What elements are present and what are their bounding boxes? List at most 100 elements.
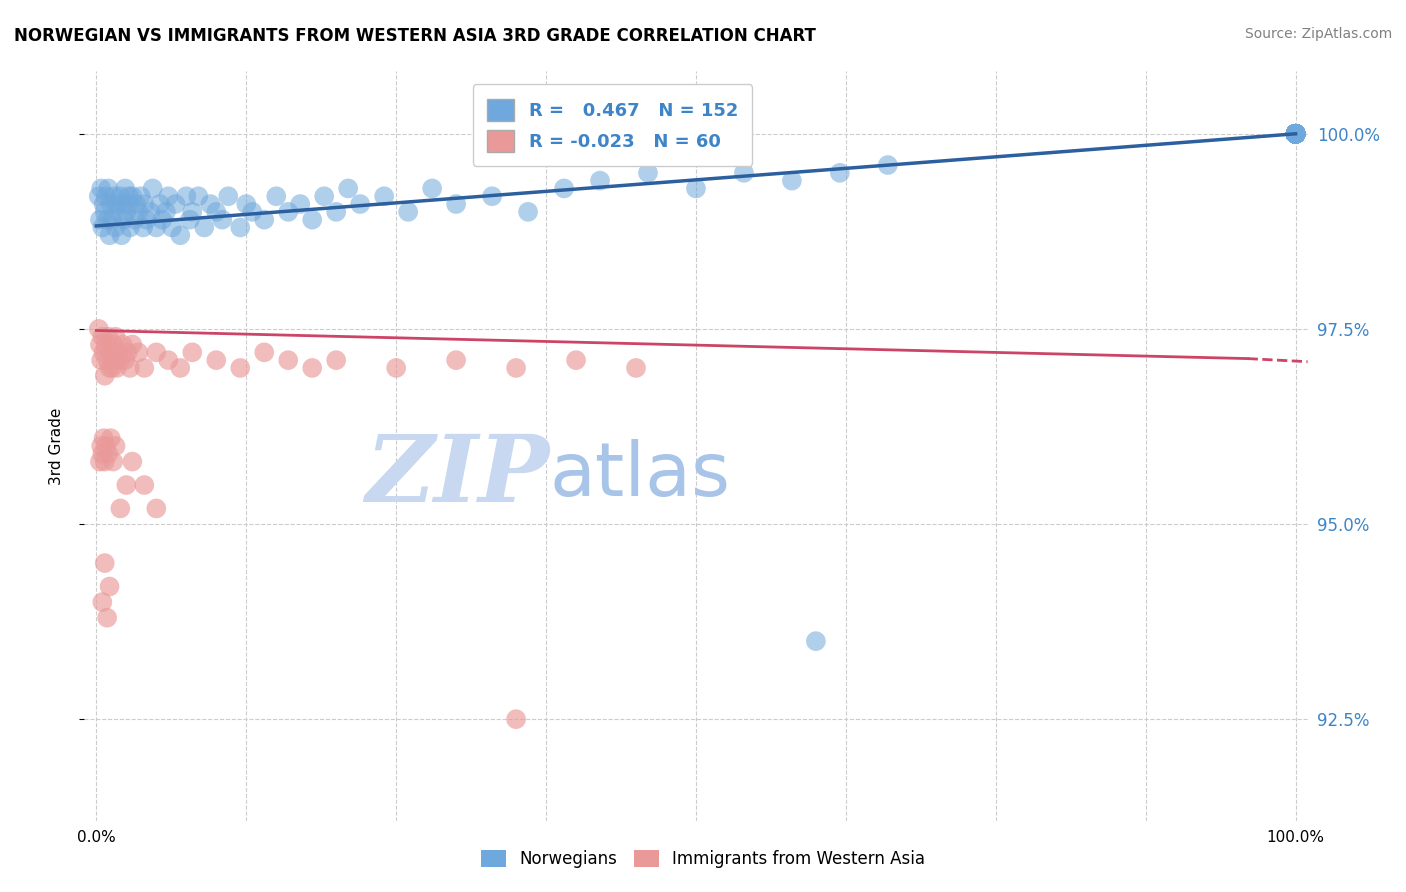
Point bbox=[1284, 127, 1306, 141]
Point bbox=[325, 204, 347, 219]
Point bbox=[101, 455, 124, 469]
Point bbox=[157, 189, 180, 203]
Point bbox=[150, 212, 173, 227]
Point bbox=[98, 228, 121, 243]
Point bbox=[111, 197, 134, 211]
Point bbox=[124, 212, 146, 227]
Point bbox=[1284, 127, 1306, 141]
Point bbox=[110, 353, 132, 368]
Point bbox=[828, 166, 851, 180]
Point bbox=[1284, 127, 1306, 141]
Point bbox=[1284, 127, 1306, 141]
Point bbox=[193, 220, 215, 235]
Point bbox=[145, 345, 167, 359]
Point bbox=[1284, 127, 1306, 141]
Point bbox=[100, 197, 122, 211]
Point bbox=[118, 220, 141, 235]
Point bbox=[104, 220, 127, 235]
Point bbox=[110, 501, 132, 516]
Point bbox=[93, 204, 117, 219]
Point bbox=[1284, 127, 1306, 141]
Point bbox=[780, 173, 803, 187]
Point bbox=[1284, 127, 1306, 141]
Point bbox=[105, 197, 128, 211]
Point bbox=[107, 204, 129, 219]
Point bbox=[733, 166, 755, 180]
Point bbox=[110, 228, 132, 243]
Point bbox=[1284, 127, 1306, 141]
Point bbox=[240, 204, 263, 219]
Point bbox=[93, 431, 115, 445]
Point bbox=[205, 353, 228, 368]
Point bbox=[1284, 127, 1306, 141]
Point bbox=[1284, 127, 1306, 141]
Point bbox=[98, 579, 121, 593]
Point bbox=[1284, 127, 1306, 141]
Point bbox=[1284, 127, 1306, 141]
Point bbox=[96, 353, 118, 368]
Point bbox=[125, 197, 148, 211]
Point bbox=[160, 220, 183, 235]
Point bbox=[101, 337, 124, 351]
Point bbox=[103, 353, 125, 368]
Point bbox=[1284, 127, 1306, 141]
Point bbox=[1284, 127, 1306, 141]
Point bbox=[1284, 127, 1306, 141]
Point bbox=[98, 360, 121, 375]
Point bbox=[100, 345, 122, 359]
Point bbox=[91, 220, 114, 235]
Point bbox=[264, 189, 287, 203]
Point bbox=[104, 329, 127, 343]
Point bbox=[112, 212, 135, 227]
Point bbox=[553, 181, 575, 195]
Point bbox=[134, 360, 156, 375]
Point bbox=[1284, 127, 1306, 141]
Point bbox=[114, 353, 136, 368]
Point bbox=[1284, 127, 1306, 141]
Point bbox=[1284, 127, 1306, 141]
Point bbox=[104, 439, 127, 453]
Point bbox=[217, 189, 239, 203]
Point bbox=[107, 345, 129, 359]
Point bbox=[505, 360, 527, 375]
Point bbox=[1284, 127, 1306, 141]
Point bbox=[134, 197, 156, 211]
Point bbox=[127, 345, 149, 359]
Point bbox=[118, 360, 141, 375]
Point bbox=[517, 204, 540, 219]
Point bbox=[94, 439, 117, 453]
Point bbox=[1284, 127, 1306, 141]
Point bbox=[97, 329, 120, 343]
Point bbox=[117, 345, 139, 359]
Text: NORWEGIAN VS IMMIGRANTS FROM WESTERN ASIA 3RD GRADE CORRELATION CHART: NORWEGIAN VS IMMIGRANTS FROM WESTERN ASI… bbox=[14, 27, 815, 45]
Point bbox=[277, 204, 299, 219]
Y-axis label: 3rd Grade: 3rd Grade bbox=[49, 408, 63, 484]
Point bbox=[187, 189, 209, 203]
Point bbox=[1284, 127, 1306, 141]
Point bbox=[118, 189, 141, 203]
Point bbox=[325, 353, 347, 368]
Point bbox=[101, 212, 124, 227]
Point bbox=[205, 204, 228, 219]
Point bbox=[1284, 127, 1306, 141]
Point bbox=[396, 204, 419, 219]
Point bbox=[349, 197, 371, 211]
Point bbox=[685, 181, 707, 195]
Point bbox=[90, 439, 112, 453]
Point bbox=[1284, 127, 1306, 141]
Point bbox=[94, 337, 117, 351]
Point bbox=[481, 189, 503, 203]
Point bbox=[200, 197, 222, 211]
Legend: R =   0.467   N = 152, R = -0.023   N = 60: R = 0.467 N = 152, R = -0.023 N = 60 bbox=[472, 84, 752, 166]
Point bbox=[589, 173, 612, 187]
Point bbox=[127, 204, 149, 219]
Point bbox=[1284, 127, 1306, 141]
Point bbox=[1284, 127, 1306, 141]
Point bbox=[420, 181, 443, 195]
Point bbox=[373, 189, 395, 203]
Point bbox=[91, 447, 114, 461]
Point bbox=[1284, 127, 1306, 141]
Point bbox=[1284, 127, 1306, 141]
Point bbox=[235, 197, 257, 211]
Point bbox=[91, 329, 114, 343]
